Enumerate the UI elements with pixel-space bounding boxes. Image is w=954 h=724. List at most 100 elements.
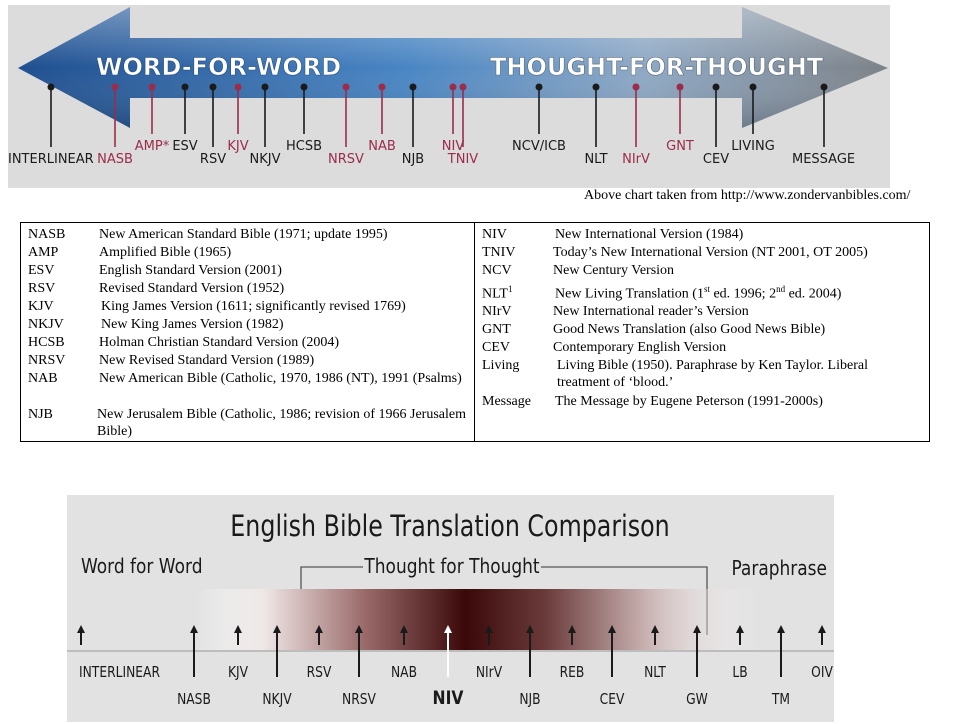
legend-abbreviation: NRSV [28,353,66,368]
top-marker-label: NKJV [250,152,281,167]
marker-arrow-head [190,625,198,633]
bottom-marker-label: KJV [228,664,249,681]
bottom-marker-label: NIrV [476,664,503,681]
legend-full-name: The Message by Eugene Peterson (1991-200… [555,394,823,409]
top-marker-label: NCV/ICB [512,139,566,154]
top-marker-label: NRSV [328,152,364,167]
legend-full-name: New American Bible (Catholic, 1970, 1986… [99,371,462,386]
bottom-marker-label: NASB [177,691,211,708]
top-marker-label: RSV [200,152,226,167]
marker-arrow-head [355,625,363,633]
marker-dot [449,83,457,91]
legend-full-name: New International reader’s Version [553,304,749,319]
bottom-marker-label: TM [771,691,790,708]
bottom-marker-gw: GW [686,625,708,708]
marker-dot [712,83,720,91]
bottom-marker-niv: NIV [433,625,464,709]
bottom-marker-label: NIV [433,688,464,710]
marker-arrow-head [444,625,452,633]
bottom-marker-label: NAB [391,664,417,681]
marker-dot [409,83,417,91]
top-marker-living: LIVING [731,83,775,154]
marker-arrow-head [526,625,534,633]
top-marker-label: INTERLINEAR [8,152,94,167]
marker-arrow-head [273,625,281,633]
marker-dot [592,83,600,91]
legend-abbreviation: KJV [28,299,54,314]
bottom-marker-label: NRSV [342,691,376,708]
top-marker-label: NJB [402,152,424,167]
marker-arrow-head [651,625,659,633]
top-marker-interlinear: INTERLINEAR [8,83,94,167]
top-marker-label: ESV [172,139,197,154]
bottom-marker-interlinear: INTERLINEAR [77,625,160,681]
legend-full-name: New King James Version (1982) [101,317,284,332]
top-marker-label: CEV [703,152,729,167]
word-for-word-label: Word for Word [81,556,202,579]
bottom-marker-cev: CEV [600,625,625,708]
marker-dot [148,83,156,91]
legend-abbreviation: Message [482,394,531,409]
top-marker-label: NIV [442,139,465,154]
legend-abbreviation: ESV [28,263,55,278]
bottom-marker-nirv: NIrV [476,625,503,681]
legend-abbreviation: Living [482,358,520,373]
paraphrase-label: Paraphrase [731,558,827,581]
bottom-marker-oiv: OIV [811,625,833,681]
bottom-marker-label: OIV [811,664,833,681]
bottom-marker-label: LB [732,664,747,681]
marker-arrow-head [736,625,744,633]
bottom-marker-label: NJB [519,691,540,708]
legend-abbreviation: CEV [482,340,510,355]
top-marker-nab: NAB [368,83,396,154]
top-marker-tniv: TNIV [447,83,478,167]
top-marker-label: TNIV [447,152,478,167]
top-marker-label: NIrV [622,152,650,167]
top-marker-gnt: GNT [666,83,694,154]
top-marker-njb: NJB [402,83,424,167]
top-marker-rsv: RSV [200,83,226,167]
bottom-chart-title: English Bible Translation Comparison [230,510,669,544]
bottom-marker-label: GW [686,691,708,708]
legend-full-name: Today’s New International Version (NT 20… [553,245,868,260]
legend-abbreviation: NIrV [482,304,512,319]
legend-abbreviation: NCV [482,263,512,278]
top-marker-kjv: KJV [227,83,249,154]
marker-dot [111,83,119,91]
translation-spectrum-chart-top: WORD-FOR-WORD THOUGHT-FOR-THOUGHT INTERL… [8,5,890,188]
legend-full-name: New International Version (1984) [555,227,744,242]
top-marker-label: NLT [584,152,607,167]
marker-dot [209,83,217,91]
legend-abbreviation: NASB [28,227,66,242]
bottom-marker-label: CEV [600,691,625,708]
bottom-marker-kjv: KJV [228,625,249,681]
top-marker-label: AMP* [135,139,170,154]
top-marker-label: NAB [368,139,396,154]
top-marker-esv: ESV [172,83,198,154]
legend-full-name: New Century Version [553,263,675,278]
top-marker-label: HCSB [286,139,322,154]
bottom-marker-label: NKJV [262,691,292,708]
legend-abbreviation: TNIV [482,245,516,260]
bottom-marker-lb: LB [732,625,748,681]
legend-full-name: New American Standard Bible (1971; updat… [99,227,388,242]
legend-full-name: Amplified Bible (1965) [99,245,232,260]
legend-full-name: King James Version (1611; significantly … [101,299,406,314]
marker-arrow-head [77,625,85,633]
marker-dot [749,83,757,91]
bottom-marker-nlt: NLT [644,625,666,681]
bottom-marker-nkjv: NKJV [262,625,292,708]
bottom-marker-nab: NAB [391,625,417,681]
marker-arrow-head [568,625,576,633]
bottom-marker-label: REB [560,664,585,681]
marker-arrow-head [818,625,826,633]
legend-abbreviation: NKJV [28,317,64,332]
legend-abbreviation: AMP [28,245,59,260]
legend-full-name: Holman Christian Standard Version (2004) [99,335,340,350]
top-marker-ncv-icb: NCV/ICB [512,83,566,154]
top-marker-amp: AMP* [135,83,170,154]
marker-arrow-head [400,625,408,633]
legend-full-name: Revised Standard Version (1952) [99,281,285,296]
top-marker-nrsv: NRSV [328,83,364,167]
marker-dot [378,83,386,91]
